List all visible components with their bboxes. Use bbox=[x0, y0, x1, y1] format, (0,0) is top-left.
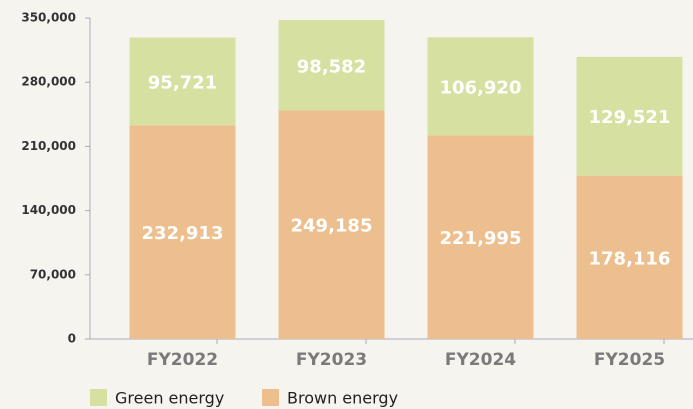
data-label: 249,185 bbox=[291, 216, 373, 237]
bar-segment bbox=[427, 37, 534, 136]
y-tick-label: 0 bbox=[68, 332, 76, 346]
data-label: 129,521 bbox=[589, 107, 671, 128]
y-tick-label: 350,000 bbox=[21, 11, 76, 25]
legend-label: Brown energy bbox=[287, 389, 398, 408]
x-tick-label: FY2023 bbox=[296, 350, 367, 370]
bar-segment bbox=[576, 56, 683, 176]
data-label: 98,582 bbox=[297, 56, 366, 77]
y-tick-label: 280,000 bbox=[21, 75, 76, 89]
bar-segment bbox=[278, 20, 385, 111]
y-tick-label: 140,000 bbox=[21, 203, 76, 217]
x-tick-label: FY2025 bbox=[594, 350, 665, 370]
legend-swatch bbox=[262, 389, 279, 406]
data-label: 95,721 bbox=[148, 72, 217, 93]
x-tick-label: FY2022 bbox=[147, 350, 218, 370]
y-tick-label: 210,000 bbox=[21, 139, 76, 153]
legend-swatch bbox=[90, 389, 107, 406]
bar-segment bbox=[278, 110, 385, 339]
data-label: 232,913 bbox=[142, 223, 224, 244]
x-tick-label: FY2024 bbox=[445, 350, 516, 370]
bar-segment bbox=[129, 125, 236, 340]
data-label: 178,116 bbox=[589, 248, 671, 269]
bar-segment bbox=[427, 135, 534, 339]
y-tick-label: 70,000 bbox=[30, 267, 76, 281]
data-label: 106,920 bbox=[440, 77, 522, 98]
legend-label: Green energy bbox=[115, 389, 224, 408]
data-label: 221,995 bbox=[440, 228, 522, 249]
bar-segment bbox=[129, 37, 236, 126]
bar-segment bbox=[576, 175, 683, 339]
